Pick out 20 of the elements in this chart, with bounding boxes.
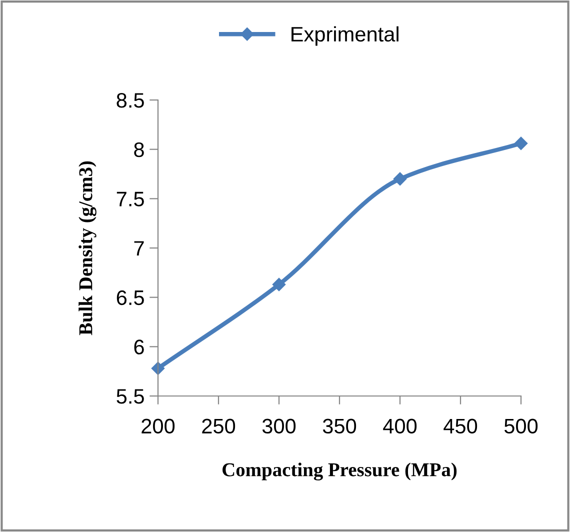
x-tick-label: 400 <box>383 418 417 434</box>
x-axis-title: Compacting Pressure (MPa) <box>222 462 457 480</box>
y-tick-label: 7.5 <box>116 192 144 206</box>
x-tick-label: 250 <box>202 418 236 434</box>
point <box>272 278 286 292</box>
x-tick-label: 350 <box>322 418 356 434</box>
x-tick-label: 300 <box>262 418 296 434</box>
y-tick-label: 6.5 <box>116 290 144 306</box>
point <box>393 172 407 186</box>
y-tick-label: 8.5 <box>116 93 144 108</box>
x-tick-label: 450 <box>444 418 478 434</box>
legend-label: Exprimental <box>292 26 398 46</box>
x-tick-label: 500 <box>504 418 538 434</box>
y-tick-label: 7 <box>134 241 144 256</box>
point <box>514 136 528 150</box>
y-tick-label: 8 <box>134 142 144 158</box>
x-tick-label: 200 <box>142 418 175 434</box>
y-tick-label: 6 <box>134 340 144 354</box>
y-axis-title: Bulk Density (g/cm3) <box>78 161 96 336</box>
y-tick-label: 5.5 <box>116 389 144 404</box>
